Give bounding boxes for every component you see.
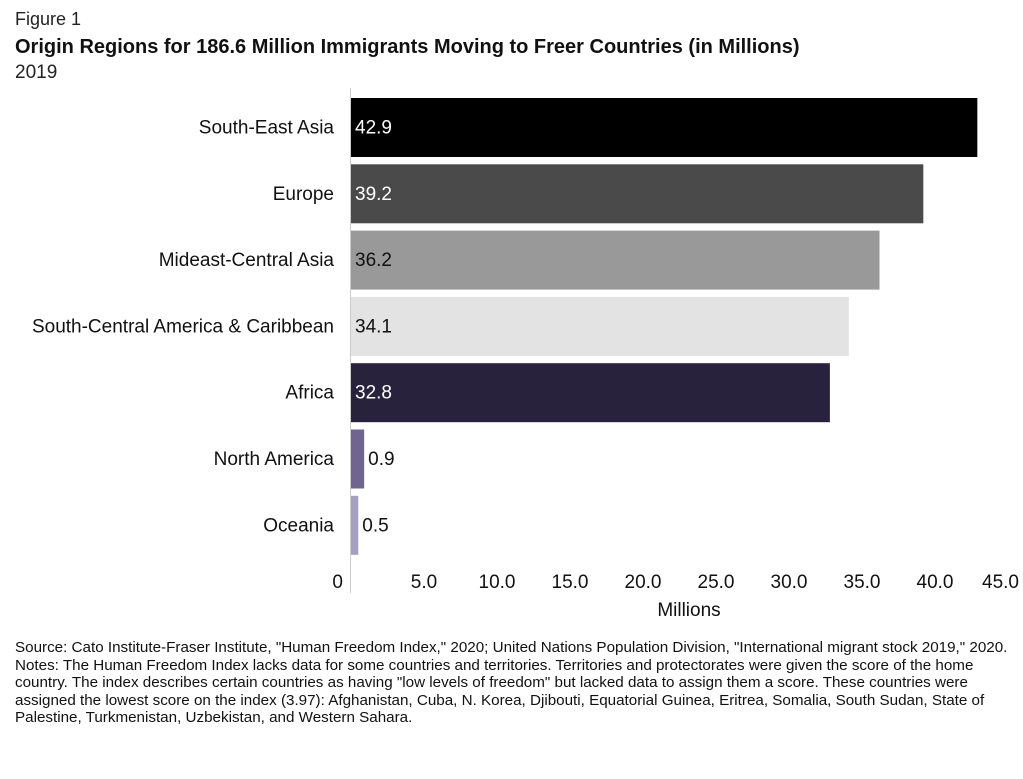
category-label-2: Mideast-Central Asia xyxy=(159,250,335,271)
value-label-1: 39.2 xyxy=(355,184,392,205)
x-tick-label-9: 45.0 xyxy=(982,572,1019,593)
source-note: Source: Cato Institute-Fraser Institute,… xyxy=(15,639,1008,656)
bar-6 xyxy=(351,495,359,555)
bar-4 xyxy=(351,363,830,423)
value-label-4: 32.8 xyxy=(355,383,392,404)
chart-subtitle: 2019 xyxy=(15,62,58,83)
bar-chart: South-East Asia 42.9 Europe 39.2 Mideast-Cen… xyxy=(32,88,1019,621)
x-tick-label-2: 10.0 xyxy=(479,572,516,593)
x-axis-title: Millions xyxy=(657,600,720,621)
x-tick-label-5: 25.0 xyxy=(698,572,735,593)
category-label-5: North America xyxy=(214,449,335,470)
x-tick-label-7: 35.0 xyxy=(844,572,881,593)
x-tick-label-8: 40.0 xyxy=(917,572,954,593)
bar-5 xyxy=(351,429,365,489)
value-label-0: 42.9 xyxy=(355,118,392,139)
bar-0 xyxy=(351,98,978,157)
category-label-6: Oceania xyxy=(263,515,334,536)
chart-title: Origin Regions for 186.6 Million Immigra… xyxy=(15,36,800,58)
x-tick-label-4: 20.0 xyxy=(625,572,662,593)
x-tick-label-3: 15.0 xyxy=(552,572,589,593)
notes-text: Notes: The Human Freedom Index lacks dat… xyxy=(15,656,985,727)
bar-1 xyxy=(351,164,924,224)
x-tick-label-0: 0 xyxy=(332,572,343,593)
footnotes: Source: Cato Institute-Fraser Institute,… xyxy=(15,639,1015,727)
value-label-2: 36.2 xyxy=(355,250,392,271)
category-label-4: Africa xyxy=(285,383,334,404)
x-tick-label-6: 30.0 xyxy=(771,572,808,593)
value-label-6: 0.5 xyxy=(362,515,388,536)
figure-label: Figure 1 xyxy=(15,9,82,29)
category-label-3: South-Central America & Caribbean xyxy=(32,316,334,337)
category-label-1: Europe xyxy=(273,184,334,205)
bar-2 xyxy=(351,230,880,290)
category-label-0: South-East Asia xyxy=(199,118,335,139)
x-tick-label-1: 5.0 xyxy=(411,572,437,593)
value-label-5: 0.9 xyxy=(368,449,394,470)
value-label-3: 34.1 xyxy=(355,316,392,337)
bar-3 xyxy=(351,296,849,356)
